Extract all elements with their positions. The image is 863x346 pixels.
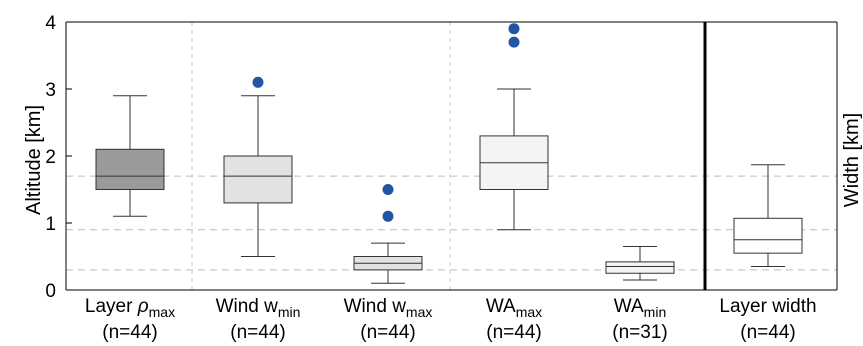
outlier-2-1 <box>382 184 394 195</box>
category-label-2: Wind wmax <box>344 296 433 320</box>
category-label-3: WAmax <box>486 296 542 320</box>
box-5 <box>733 164 803 268</box>
n-label-0: (n=44) <box>102 322 157 343</box>
y-tick-label-1: 1 <box>45 214 56 235</box>
n-label-3: (n=44) <box>486 322 541 343</box>
outlier-2-0 <box>382 210 394 222</box>
grid-layer <box>66 22 837 290</box>
y-tick-label-0: 0 <box>45 281 56 302</box>
box-1 <box>223 76 293 257</box>
y-tick-label-2: 2 <box>45 147 56 168</box>
box-iqr-1 <box>223 155 293 204</box>
box-iqr-5 <box>733 217 803 254</box>
category-label-5: Layer width <box>719 296 816 317</box>
y-tick-label-3: 3 <box>45 80 56 101</box>
category-label-1: Wind wmin <box>216 296 301 320</box>
outlier-3-0 <box>508 36 520 48</box>
y2-axis-title: Width [km] <box>841 113 863 207</box>
outlier-3-1 <box>508 23 520 35</box>
n-label-5: (n=44) <box>740 322 795 343</box>
y-tick-label-4: 4 <box>45 13 56 34</box>
box-0 <box>95 95 165 217</box>
box-2 <box>353 184 423 284</box>
axis-layer <box>65 21 838 291</box>
category-label-4: WAmin <box>614 296 666 320</box>
box-4 <box>605 245 675 281</box>
n-label-1: (n=44) <box>230 322 285 343</box>
y-axis-title: Altitude [km] <box>23 105 45 215</box>
outlier-1-0 <box>252 76 264 88</box>
box-iqr-4 <box>605 261 675 274</box>
box-layer <box>95 23 803 284</box>
category-label-0: Layer ρmax <box>85 296 175 320</box>
box-iqr-0 <box>95 148 165 191</box>
n-label-2: (n=44) <box>360 322 415 343</box>
box-3 <box>479 23 549 231</box>
n-label-4: (n=31) <box>612 322 667 343</box>
